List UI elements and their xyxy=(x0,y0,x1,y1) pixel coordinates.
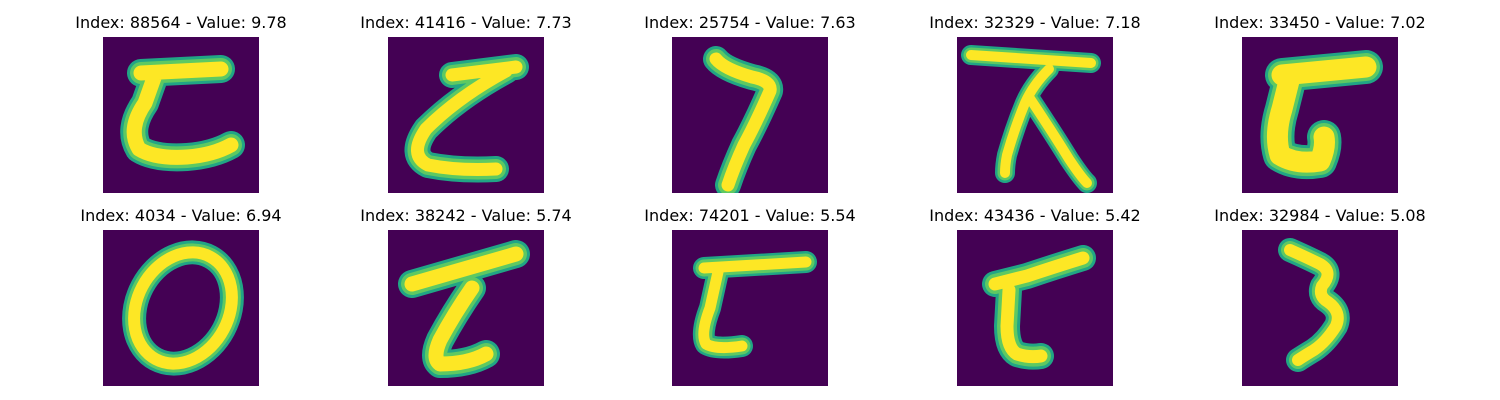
panel-title: Index: 4034 - Value: 6.94 xyxy=(80,206,282,225)
panel-title: Index: 33450 - Value: 7.02 xyxy=(1214,13,1426,32)
panel-title: Index: 74201 - Value: 5.54 xyxy=(644,206,856,225)
digit-image xyxy=(1242,230,1398,386)
panel-title: Index: 32329 - Value: 7.18 xyxy=(929,13,1141,32)
digit-image xyxy=(103,37,259,193)
panel-title: Index: 32984 - Value: 5.08 xyxy=(1214,206,1426,225)
digit-image xyxy=(103,230,259,386)
panel-title: Index: 25754 - Value: 7.63 xyxy=(644,13,856,32)
panel-title: Index: 38242 - Value: 5.74 xyxy=(360,206,572,225)
digit-image xyxy=(388,230,544,386)
panel-title: Index: 43436 - Value: 5.42 xyxy=(929,206,1141,225)
panel-title: Index: 41416 - Value: 7.73 xyxy=(360,13,572,32)
digit-image xyxy=(957,230,1113,386)
digit-image xyxy=(672,230,828,386)
digit-image xyxy=(957,37,1113,193)
digit-image xyxy=(1242,37,1398,193)
panel-title: Index: 88564 - Value: 9.78 xyxy=(75,13,287,32)
digit-image xyxy=(388,37,544,193)
digit-image xyxy=(672,37,828,193)
